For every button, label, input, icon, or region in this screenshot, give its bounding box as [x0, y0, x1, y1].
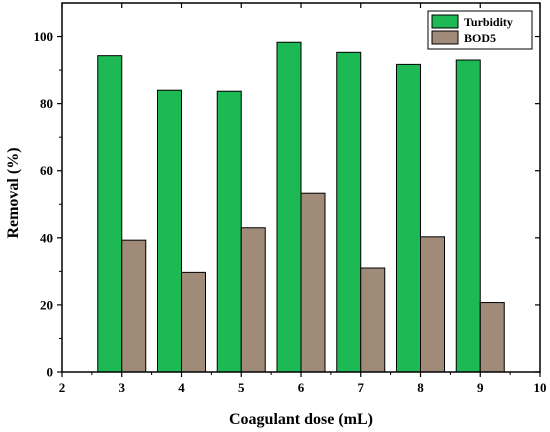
- y-tick-label-60: 60: [40, 163, 53, 178]
- legend-label-bod5: BOD5: [464, 31, 496, 45]
- x-tick-label-6: 6: [298, 380, 305, 395]
- x-tick-label-7: 7: [358, 380, 365, 395]
- legend-swatch-turbidity: [431, 14, 459, 29]
- x-tick-label-3: 3: [119, 380, 126, 395]
- y-tick-label-100: 100: [34, 29, 54, 44]
- bar-turbidity-4: [157, 89, 182, 373]
- bar-turbidity-6: [276, 41, 302, 373]
- bar-bod5-8: [420, 236, 445, 373]
- legend-swatch-bod5: [431, 30, 459, 45]
- bar-turbidity-9: [455, 59, 481, 373]
- bar-bod5-3: [121, 239, 147, 373]
- y-tick-label-20: 20: [40, 297, 53, 312]
- y-tick-label-40: 40: [40, 230, 53, 245]
- x-tick-label-2: 2: [59, 380, 66, 395]
- x-tick-label-4: 4: [178, 380, 185, 395]
- legend: Turbidity BOD5: [427, 10, 533, 50]
- x-tick-label-5: 5: [238, 380, 245, 395]
- bar-bod5-7: [360, 267, 386, 373]
- y-tick-label-0: 0: [47, 365, 54, 380]
- bar-bod5-5: [240, 227, 266, 373]
- bar-bod5-4: [181, 271, 206, 373]
- bar-turbidity-3: [97, 55, 123, 373]
- bar-bod5-9: [479, 302, 505, 373]
- x-tick-label-10: 10: [534, 380, 547, 395]
- y-axis-title: Removal (%): [5, 147, 22, 238]
- bar-turbidity-7: [336, 51, 362, 373]
- bars-layer: [97, 41, 505, 373]
- x-tick-label-9: 9: [477, 380, 484, 395]
- bar-turbidity-5: [216, 90, 242, 373]
- x-axis-title: Coagulant dose (mL): [229, 411, 373, 428]
- bar-turbidity-8: [396, 63, 421, 373]
- x-tick-label-8: 8: [417, 380, 424, 395]
- bar-bod5-6: [300, 192, 326, 373]
- y-tick-label-80: 80: [40, 96, 53, 111]
- legend-label-turbidity: Turbidity: [464, 15, 513, 29]
